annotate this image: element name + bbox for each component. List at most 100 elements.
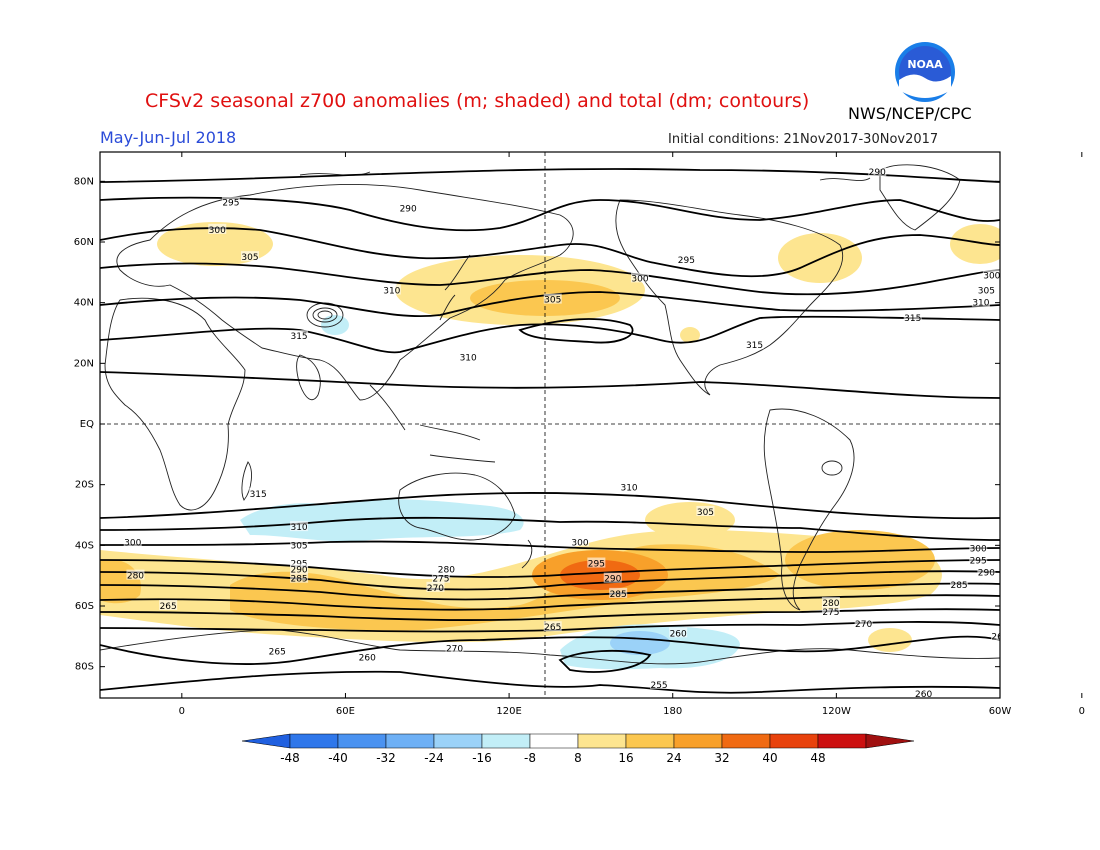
colorbar-label: 8 bbox=[574, 751, 582, 765]
lat-tick-label: EQ bbox=[80, 419, 94, 430]
coastline-africa bbox=[104, 297, 246, 511]
contour-label: 290 bbox=[604, 575, 621, 585]
contour-label: 290 bbox=[869, 168, 886, 178]
noaa-logo: NOAA bbox=[895, 42, 955, 102]
contour-line bbox=[100, 291, 1000, 318]
contour-line bbox=[100, 196, 1000, 232]
colorbar-label: 16 bbox=[618, 751, 633, 765]
contour-label: 260 bbox=[670, 629, 687, 639]
contour-label-bg bbox=[382, 284, 401, 295]
colorbar-swatch bbox=[481, 733, 531, 749]
contour-label-bg bbox=[126, 569, 145, 580]
contour-label-bg bbox=[620, 481, 639, 492]
lon-tick-label: 60W bbox=[989, 706, 1012, 717]
contour-line bbox=[100, 227, 1000, 278]
contour-label-bg bbox=[249, 487, 268, 498]
anomaly-positive-region bbox=[868, 628, 912, 652]
contour-label: 305 bbox=[697, 508, 714, 518]
contour-label: 315 bbox=[1046, 393, 1063, 403]
contour-label-bg bbox=[1056, 527, 1074, 537]
coastline-india bbox=[296, 354, 321, 401]
contour-label: 300 bbox=[124, 538, 141, 548]
anomaly-positive-region bbox=[680, 327, 700, 343]
lat-tick-label: 80N bbox=[74, 176, 94, 187]
coastline-altiplano bbox=[821, 460, 843, 476]
contour-label-bg bbox=[977, 566, 996, 577]
colorbar-swatch bbox=[529, 733, 579, 749]
contour-label: 265 bbox=[991, 632, 1008, 642]
contour-line bbox=[100, 594, 1000, 611]
map-axes: 80N 60N 40N 20N EQ 20S 40S 60S 80S 0 60E 120E 180 120… bbox=[74, 152, 1085, 717]
anomaly-positive-region bbox=[950, 224, 1000, 264]
contour-label: 275 bbox=[432, 575, 449, 585]
contour-label-bg bbox=[903, 311, 922, 322]
contour-label: 310 bbox=[290, 523, 307, 533]
contour-label: 295 bbox=[678, 256, 695, 266]
contour-label: 280 bbox=[822, 599, 839, 609]
colorbar-label: 48 bbox=[810, 751, 825, 765]
contour-line bbox=[100, 540, 1000, 553]
contour-label-bg bbox=[123, 536, 142, 547]
contour-label-bg bbox=[445, 642, 464, 653]
coastline-indonesia bbox=[369, 384, 496, 463]
anomaly-positive-region bbox=[778, 233, 862, 283]
contour-label-bg bbox=[991, 630, 1000, 641]
colorbar-label: -40 bbox=[328, 751, 348, 765]
contour-label-bg bbox=[821, 596, 840, 607]
contour-label: 295 bbox=[222, 199, 239, 209]
contour-label: 305 bbox=[1057, 529, 1074, 539]
contour-label-bg bbox=[543, 621, 562, 632]
lon-tick-label: 60E bbox=[336, 706, 355, 717]
contour-label-bg bbox=[969, 542, 988, 553]
lon-tick-label: 180 bbox=[663, 706, 682, 717]
contour-label: 305 bbox=[544, 296, 561, 306]
lon-tick-label: 120E bbox=[496, 706, 521, 717]
coastline-greenland bbox=[879, 164, 961, 231]
contour-label-bg bbox=[631, 272, 649, 283]
anomaly-positive-region bbox=[645, 502, 735, 538]
anomaly-negative-region bbox=[240, 499, 524, 542]
contour-label-bg bbox=[603, 572, 622, 583]
contour-label: 265 bbox=[269, 648, 286, 658]
contour-label-bg bbox=[543, 293, 562, 304]
contour-label: 285 bbox=[950, 581, 967, 591]
lat-tick-label: 60N bbox=[74, 237, 94, 248]
contour-label: 290 bbox=[290, 566, 307, 576]
lon-tick-label: 0 bbox=[179, 706, 185, 717]
contour-line bbox=[518, 318, 634, 344]
contour-label: 315 bbox=[746, 341, 763, 351]
contour-label: 305 bbox=[978, 287, 995, 297]
colorbar-max-arrow bbox=[865, 733, 915, 749]
contour-label: 280 bbox=[127, 572, 144, 582]
lon-tick-label: 0 bbox=[1079, 706, 1085, 717]
lat-tick-label: 80S bbox=[75, 662, 94, 673]
contour-label-bg bbox=[969, 554, 988, 565]
contour-label: 310 bbox=[460, 353, 477, 363]
lon-tick-label: 120W bbox=[822, 706, 851, 717]
contour-label-bg bbox=[821, 606, 840, 617]
colorbar-swatch bbox=[721, 733, 771, 749]
contour-label-bg bbox=[977, 284, 996, 295]
contour-label: 295 bbox=[970, 557, 987, 567]
contour-label-bg bbox=[696, 505, 715, 516]
contour-label-bg bbox=[650, 678, 669, 689]
contour-label: 305 bbox=[241, 253, 258, 263]
contour-label-bg bbox=[437, 563, 456, 574]
contour-label: 260 bbox=[915, 690, 932, 700]
contour-line bbox=[100, 559, 1000, 578]
contour-label: 285 bbox=[610, 590, 627, 600]
contour-label-bg bbox=[868, 166, 887, 177]
contour-label: 310 bbox=[383, 287, 400, 297]
contour-label-bg bbox=[268, 645, 287, 656]
contour-label-bg bbox=[669, 627, 688, 638]
colorbar-label: -32 bbox=[376, 751, 396, 765]
contour-line bbox=[100, 670, 1000, 694]
lat-tick-label: 40S bbox=[75, 540, 94, 551]
contour-line bbox=[558, 649, 652, 673]
contour-line bbox=[100, 262, 1000, 296]
coastline-north-america bbox=[615, 199, 844, 396]
contour-label-bg bbox=[290, 539, 309, 550]
contour-label-bg bbox=[290, 330, 309, 341]
contour-label-bg bbox=[745, 339, 764, 350]
